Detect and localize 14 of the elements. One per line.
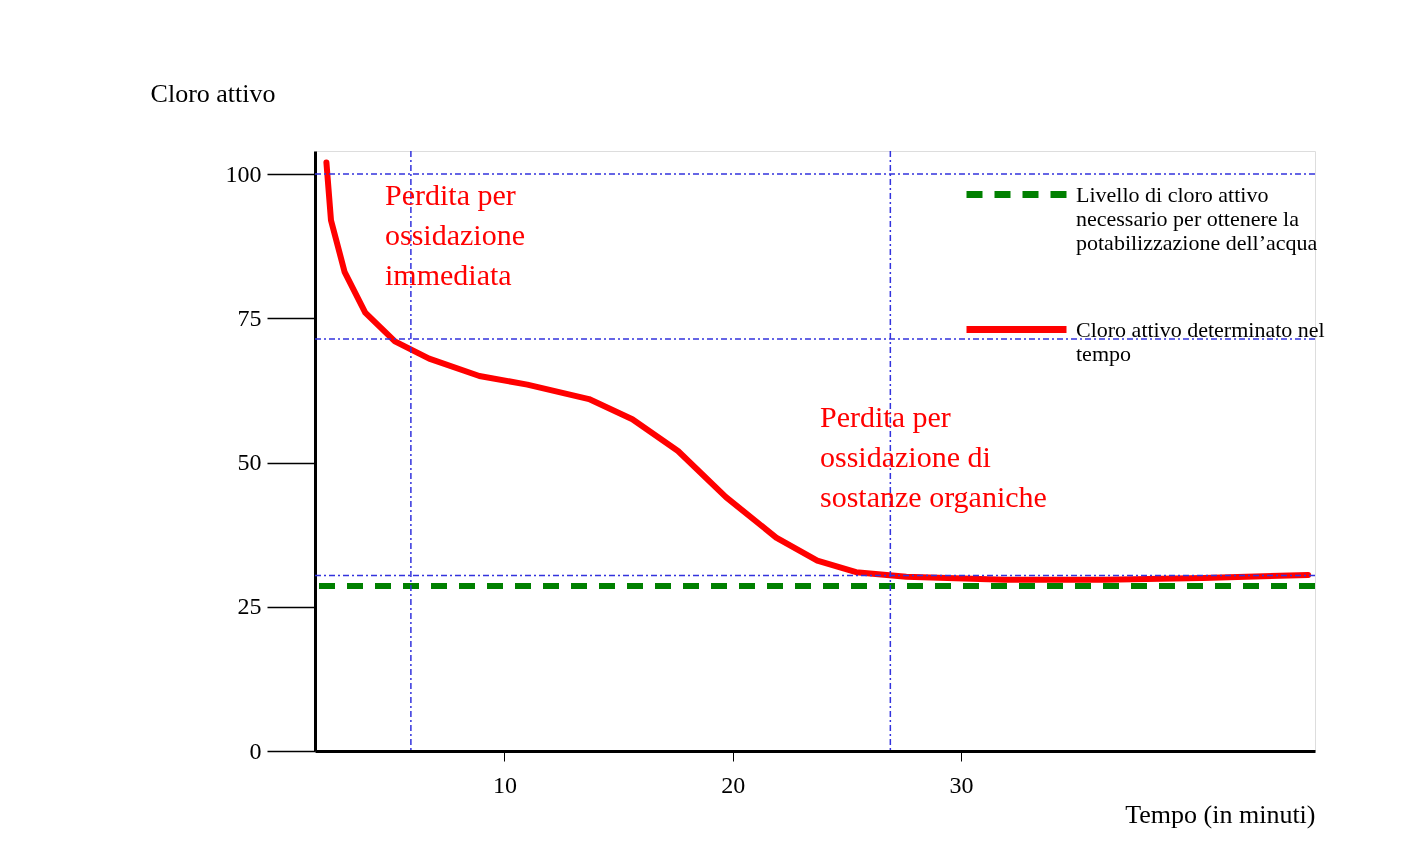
x-axis-title: Tempo (in minuti)	[1125, 799, 1316, 829]
annotation: Perdita per ossidazione di sostanze organiche	[820, 400, 1047, 513]
y-tick-label: 25	[237, 593, 262, 620]
annotation: Perdita per ossidazione immediata	[385, 178, 525, 291]
y-tick-label: 50	[237, 449, 262, 476]
legend-label: Cloro attivo determinato nel tempo	[1076, 316, 1325, 366]
y-tick-label: 75	[237, 304, 262, 331]
y-tick-label: 0	[249, 737, 262, 764]
x-tick-label: 20	[721, 771, 746, 798]
legend-label: Livello di cloro attivo necessario per ottenere la potabilizzazione dell’acqua	[1076, 181, 1318, 255]
x-tick-label: 10	[493, 771, 517, 798]
x-tick-label: 30	[949, 771, 974, 798]
y-axis-title: Cloro attivo	[150, 78, 276, 108]
y-tick-label: 100	[225, 160, 262, 187]
